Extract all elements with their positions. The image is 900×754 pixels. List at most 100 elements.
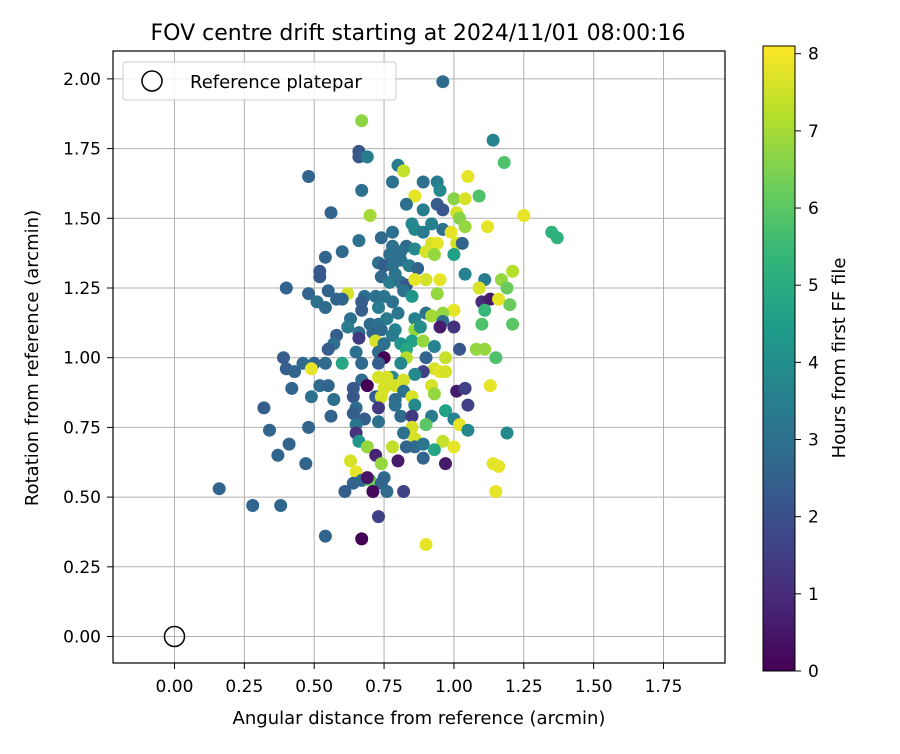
data-point <box>486 133 500 147</box>
colorbar-tick-label: 0 <box>808 662 819 682</box>
data-point <box>335 292 349 306</box>
x-tick-label: 0.50 <box>295 677 333 697</box>
data-point <box>483 379 497 393</box>
colorbar-tick-label: 4 <box>808 353 819 373</box>
x-tick-label: 0.00 <box>156 677 194 697</box>
data-point <box>352 331 366 345</box>
data-point <box>550 231 564 245</box>
data-point <box>394 409 408 423</box>
data-point <box>372 401 385 415</box>
data-point <box>321 284 335 298</box>
data-point <box>500 281 514 295</box>
data-point <box>425 309 439 323</box>
data-point <box>458 381 472 395</box>
data-point <box>439 404 452 418</box>
colorbar-tick-label: 1 <box>808 585 819 605</box>
data-point <box>427 387 441 401</box>
data-point <box>277 351 290 365</box>
data-point <box>338 485 352 498</box>
colorbar-gradient <box>762 45 796 672</box>
data-point <box>360 440 374 454</box>
data-point <box>383 275 397 289</box>
data-point <box>461 423 475 437</box>
data-point <box>447 248 461 261</box>
data-point <box>327 393 341 406</box>
data-point <box>355 356 369 370</box>
data-point <box>517 209 531 222</box>
y-tick-label: 0.50 <box>63 488 101 508</box>
data-point <box>318 250 332 264</box>
data-point <box>380 485 394 498</box>
data-points <box>212 75 564 551</box>
data-point <box>405 289 419 303</box>
data-point <box>349 345 363 359</box>
colorbar-tick-label: 5 <box>808 276 819 296</box>
data-point <box>419 351 433 365</box>
data-point <box>318 356 332 370</box>
data-point <box>324 409 338 423</box>
data-point <box>341 320 355 334</box>
legend-box <box>122 61 397 101</box>
reference-marker-group <box>163 625 186 648</box>
x-tick-label: 1.75 <box>645 677 683 697</box>
data-point <box>408 398 422 412</box>
data-point <box>419 418 433 432</box>
data-point <box>271 448 285 462</box>
data-point <box>380 312 394 326</box>
data-point <box>386 175 399 189</box>
data-point <box>355 303 369 317</box>
data-point <box>481 220 494 234</box>
x-tick-label: 0.75 <box>365 677 403 697</box>
data-point <box>472 189 486 203</box>
data-point <box>374 390 388 404</box>
x-tick-label: 0.25 <box>225 677 263 697</box>
data-point <box>304 362 318 376</box>
data-point <box>355 114 369 128</box>
data-point <box>346 476 360 490</box>
data-point <box>419 273 433 287</box>
data-point <box>416 175 430 189</box>
data-point <box>427 248 441 261</box>
colorbar-label: Hours from first FF file <box>829 258 850 459</box>
data-point <box>394 356 408 370</box>
data-point <box>425 217 439 231</box>
data-point <box>413 320 427 334</box>
data-point <box>321 379 335 393</box>
data-point <box>439 365 452 379</box>
data-point <box>453 342 466 356</box>
data-point <box>304 390 318 404</box>
data-point <box>458 220 472 234</box>
data-point <box>302 287 316 301</box>
data-point <box>313 270 327 284</box>
y-tick-label: 0.75 <box>63 418 101 438</box>
data-point <box>318 301 332 314</box>
colorbar-tick-label: 2 <box>808 508 819 528</box>
data-point <box>321 342 335 356</box>
colorbar: 0 1 2 3 4 5 6 7 8 Hours from first FF file <box>762 45 850 682</box>
data-point <box>302 170 316 183</box>
data-point <box>439 351 452 365</box>
data-point <box>391 454 405 468</box>
data-point <box>478 342 492 356</box>
data-point <box>416 451 430 465</box>
data-point <box>282 437 296 451</box>
data-point <box>335 245 349 259</box>
data-point <box>360 150 374 164</box>
data-point <box>355 183 369 197</box>
colorbar-ticks: 0 1 2 3 4 5 6 7 8 <box>795 45 819 682</box>
legend-label: Reference platepar <box>190 72 362 93</box>
y-tick-label: 0.00 <box>63 628 101 648</box>
data-point <box>263 423 276 437</box>
data-point <box>472 281 486 295</box>
y-axis-ticks: 0.00 0.25 0.50 0.75 1.00 1.25 1.50 1.75 2.00 <box>63 70 113 648</box>
data-point <box>433 273 447 287</box>
colorbar-tick-label: 8 <box>808 45 819 65</box>
plot-area <box>112 50 726 664</box>
data-point <box>360 379 374 393</box>
data-point <box>355 532 369 546</box>
data-point <box>489 485 503 498</box>
data-point <box>492 292 506 306</box>
data-point <box>374 323 388 337</box>
data-point <box>399 197 413 211</box>
data-point <box>458 267 472 281</box>
